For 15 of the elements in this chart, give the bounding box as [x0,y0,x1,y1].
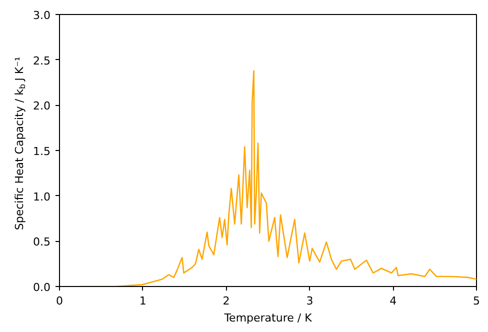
x-tick-label: 4 [390,294,397,308]
y-tick-label: 3.0 [33,9,51,22]
x-tick-label: 3 [306,294,314,308]
y-tick-label: 1.0 [33,190,51,204]
y-tick-label: 2.0 [33,100,51,113]
y-tick-label: 1.5 [33,145,51,158]
y-tick-label: 2.5 [33,54,51,68]
x-tick-label: 1 [139,294,146,308]
x-axis-title: Temperature / K [223,312,313,324]
y-tick-label: 0.0 [33,281,51,294]
x-tick-label: 0 [56,294,63,308]
x-tick-label: 5 [473,294,480,308]
x-tick-label: 2 [222,294,230,308]
y-tick-label: 0.5 [33,236,51,249]
y-axis-title: Specific Heat Capacity / kb J K⁻¹ [13,56,27,230]
